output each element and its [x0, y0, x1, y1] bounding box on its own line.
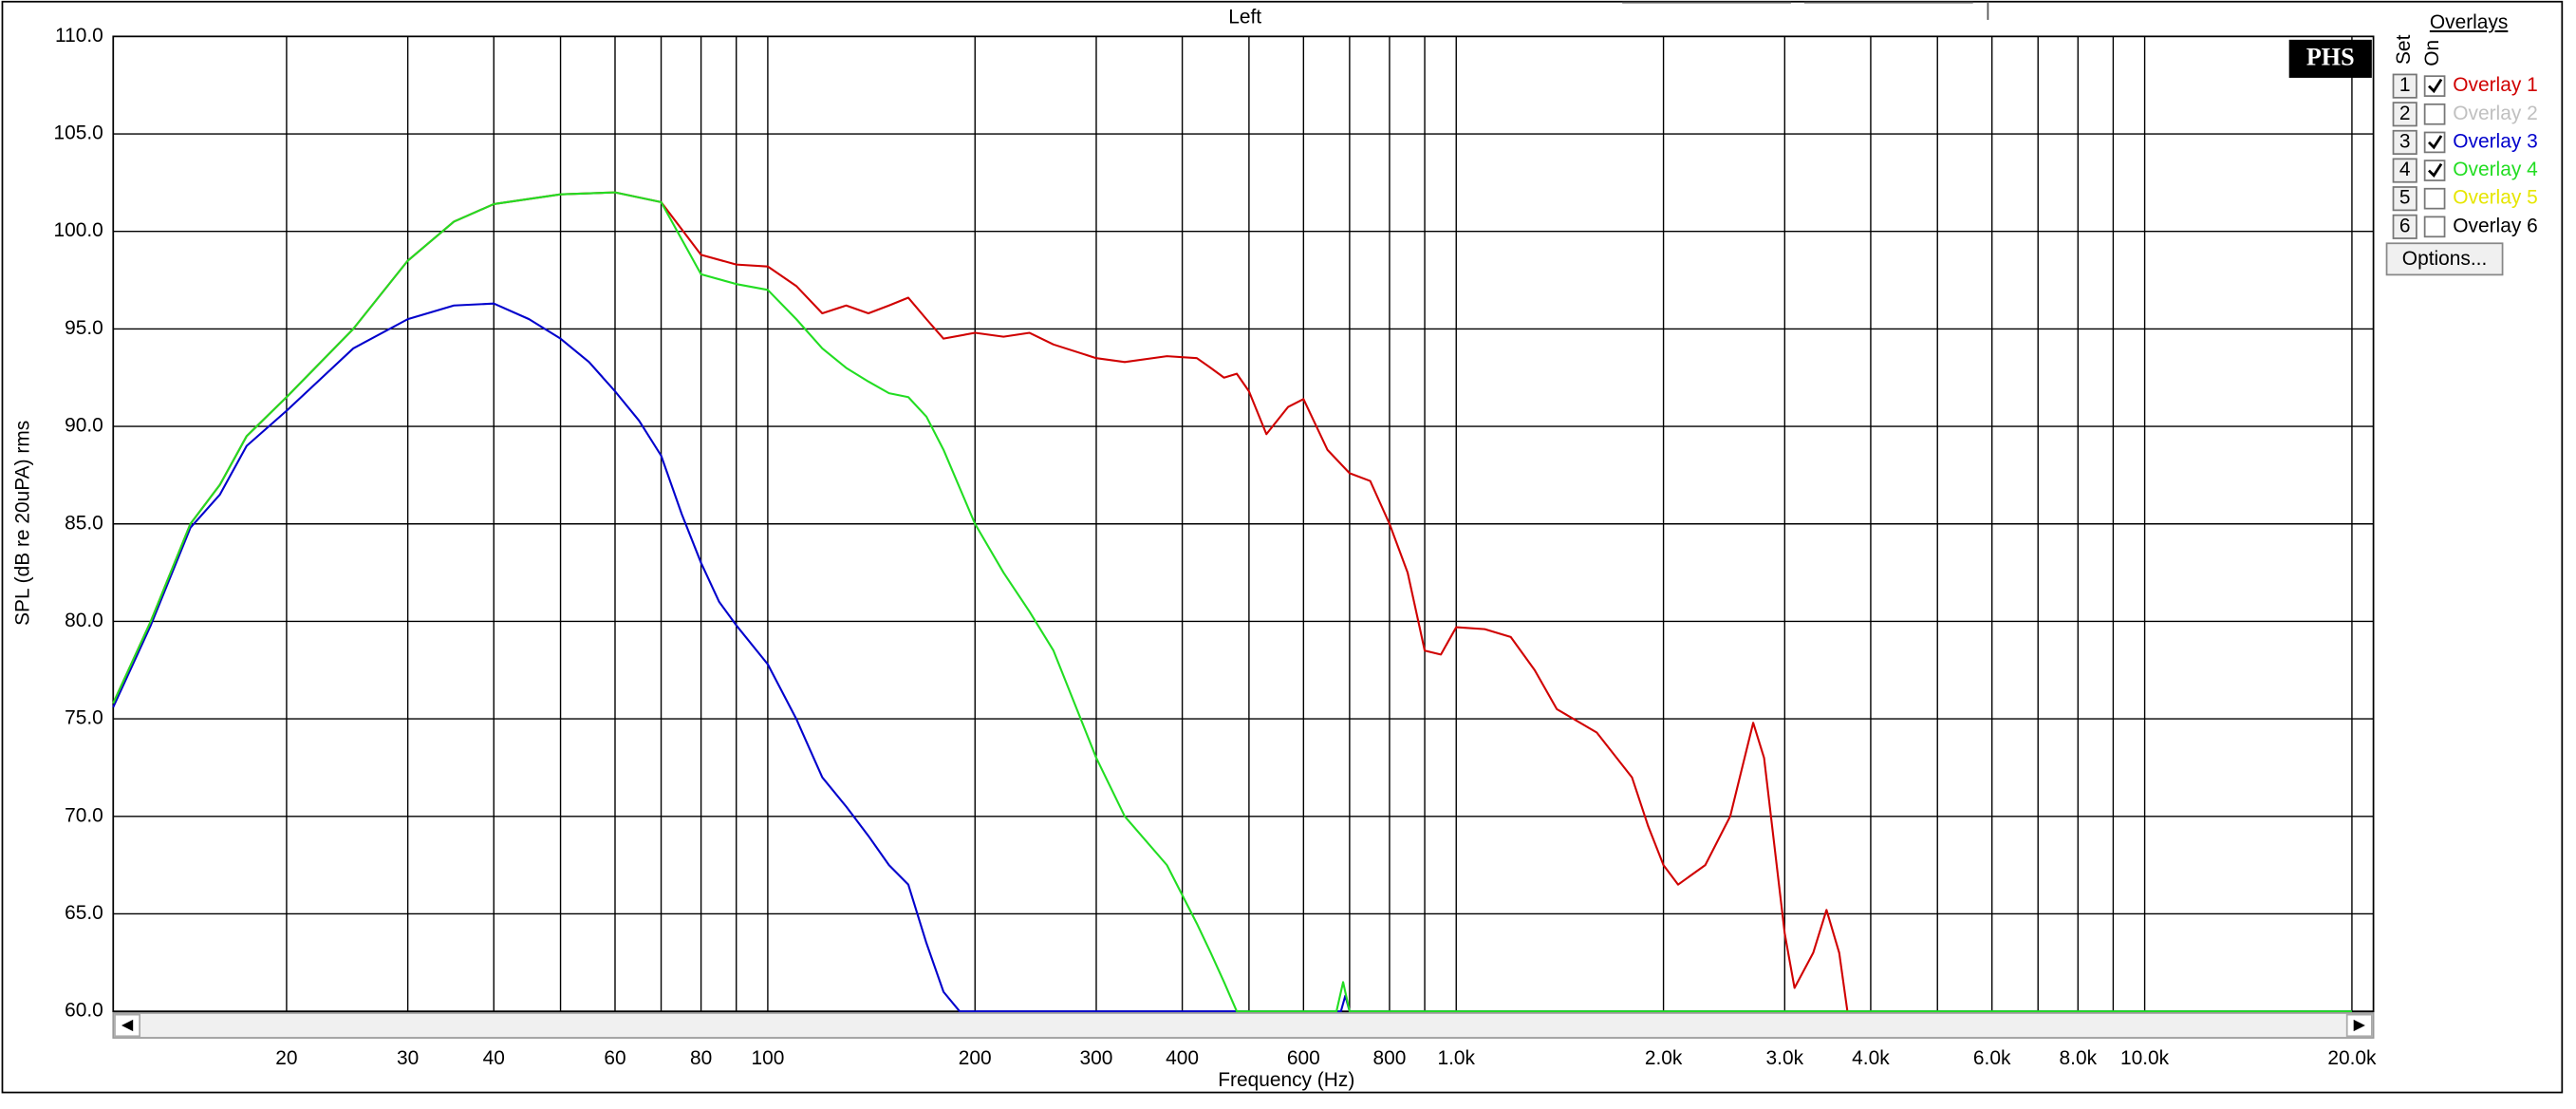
x-tick-label: 80: [690, 1047, 712, 1069]
logo-box: [2288, 39, 2372, 78]
y-tick-label: 90.0: [65, 415, 103, 437]
check-mark: [2428, 135, 2443, 150]
x-tick-label: 300: [1080, 1047, 1113, 1069]
x-tick-label: 400: [1166, 1047, 1199, 1069]
y-tick-label: 60.0: [65, 1000, 103, 1022]
set-button[interactable]: [2392, 73, 2417, 99]
x-tick-label: 10.0k: [2120, 1047, 2170, 1069]
arrow-icon: [2353, 1019, 2365, 1032]
x-tick-label: 100: [751, 1047, 784, 1069]
x-tick-label: 2.0k: [1645, 1047, 1683, 1069]
legend-label: Overlay 1: [2453, 74, 2537, 96]
checkbox[interactable]: [2423, 187, 2446, 210]
y-tick-label: 100.0: [53, 219, 103, 241]
scrollbar[interactable]: [112, 1012, 2375, 1039]
check-mark: [2428, 162, 2443, 178]
x-axis-label: Frequency (Hz): [1218, 1069, 1354, 1091]
set-button-label: 6: [2399, 215, 2411, 236]
x-tick-label: 4.0k: [1852, 1047, 1890, 1069]
x-tick-label: 20: [275, 1047, 297, 1069]
x-tick-label: 20.0k: [2327, 1047, 2377, 1069]
series-line: [112, 302, 2352, 1013]
lines: [112, 191, 2352, 1013]
checkbox[interactable]: [2423, 75, 2446, 97]
legend-label: Overlay 5: [2453, 187, 2537, 209]
set-button-label: 1: [2399, 74, 2411, 96]
set-button[interactable]: [2392, 186, 2417, 212]
legend-label: Overlay 4: [2453, 159, 2538, 180]
check-mark: [2428, 78, 2443, 94]
y-axis-label: SPL (dB re 20uPA) rms: [12, 421, 34, 626]
checkbox[interactable]: [2423, 216, 2446, 238]
set-button[interactable]: [2392, 102, 2417, 127]
set-button-label: 4: [2399, 159, 2411, 180]
y-tick-label: 105.0: [53, 122, 103, 144]
set-button[interactable]: [2392, 158, 2417, 183]
legend-label: Overlay 2: [2453, 103, 2537, 124]
set-button[interactable]: [2392, 129, 2417, 155]
x-tick-label: 1.0k: [1437, 1047, 1475, 1069]
set-button-label: 5: [2399, 187, 2411, 209]
y-tick-label: 110.0: [55, 25, 103, 47]
legend-title: Overlays: [2430, 11, 2508, 33]
options-button[interactable]: [2385, 242, 2504, 276]
x-tick-label: 30: [397, 1047, 419, 1069]
x-tick-label: 60: [604, 1047, 625, 1069]
y-tick-label: 85.0: [65, 512, 103, 534]
y-tick-label: 80.0: [65, 610, 103, 631]
checkbox[interactable]: [2423, 160, 2446, 181]
set-button[interactable]: [2392, 214, 2417, 239]
y-tick-label: 95.0: [65, 317, 103, 339]
x-tick-label: 800: [1373, 1047, 1407, 1069]
legend: 1 Overlay 1 2 Overlay 2 3 Overlay 3 4 Overlay 4…: [2392, 73, 2538, 239]
legend-column: Set: [2393, 34, 2415, 65]
options-button-label: Options...: [2402, 248, 2487, 270]
x-tick-label: 3.0k: [1766, 1047, 1804, 1069]
legend-label: Overlay 3: [2453, 130, 2537, 152]
legend-column: On: [2421, 40, 2443, 66]
x-tick-label: 40: [483, 1047, 505, 1069]
legend-label: Overlay 6: [2453, 215, 2537, 236]
logo: PHS: [2306, 44, 2355, 71]
y-tick-label: 65.0: [65, 902, 103, 924]
arrow-icon: [121, 1019, 134, 1032]
set-button-label: 3: [2399, 130, 2411, 152]
checkbox[interactable]: [2423, 131, 2446, 154]
checkbox[interactable]: [2423, 103, 2446, 125]
x-tick-label: 6.0k: [1973, 1047, 2011, 1069]
x-tick-label: 200: [959, 1047, 992, 1069]
chart-title: Left: [1228, 7, 1261, 28]
y-tick-label: 70.0: [65, 804, 103, 826]
x-tick-label: 8.0k: [2060, 1047, 2098, 1069]
set-button-label: 2: [2399, 103, 2411, 124]
y-tick-label: 75.0: [65, 707, 103, 729]
series-line: [112, 191, 2352, 1013]
x-tick-label: 600: [1287, 1047, 1320, 1069]
